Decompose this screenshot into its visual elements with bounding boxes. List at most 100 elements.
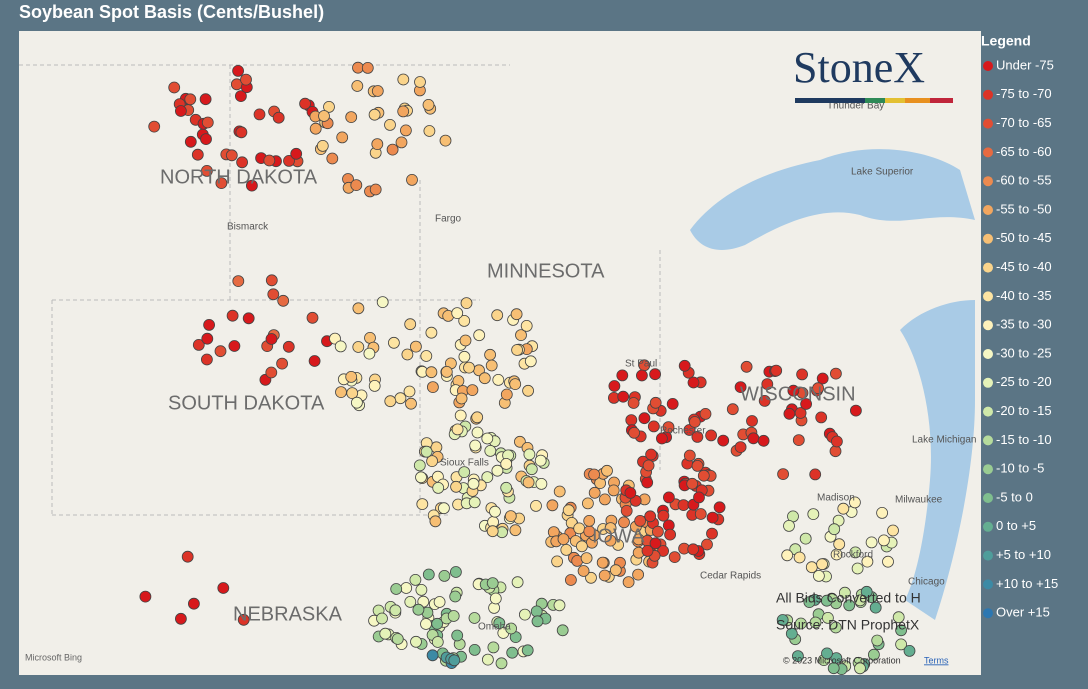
site-dot	[799, 532, 812, 545]
site-dot	[521, 644, 534, 657]
state-label: NORTH DAKOTA	[160, 166, 318, 188]
site-dot	[576, 540, 588, 553]
site-dot	[687, 543, 700, 556]
site-dot	[604, 522, 617, 534]
site-dot	[350, 179, 363, 192]
site-dot	[447, 610, 460, 622]
site-dot	[793, 551, 806, 564]
state-label: MINNESOTA	[487, 260, 605, 282]
site-dot	[492, 373, 505, 386]
site-dot	[892, 611, 905, 624]
site-dot	[191, 148, 204, 161]
site-dot	[734, 441, 747, 454]
site-dot	[486, 525, 499, 538]
site-dot	[849, 496, 861, 509]
site-dot	[232, 65, 245, 77]
site-dot	[467, 477, 480, 490]
site-dot	[699, 407, 712, 420]
site-dot	[792, 650, 804, 662]
site-dot	[410, 635, 422, 648]
site-dot	[666, 397, 679, 410]
legend-swatch	[983, 464, 993, 475]
site-dot	[803, 596, 816, 608]
site-dot	[747, 432, 760, 445]
site-dot	[843, 599, 856, 612]
site-dot	[400, 582, 413, 594]
site-dot	[200, 164, 213, 177]
legend-label: Under -75	[996, 57, 1054, 72]
site-dot	[504, 510, 517, 522]
site-dot	[691, 430, 704, 443]
legend-swatch	[983, 608, 993, 619]
legend-label: -5 to 0	[996, 489, 1033, 504]
site-dot	[758, 394, 771, 407]
site-dot	[458, 466, 471, 479]
site-dot	[624, 486, 637, 499]
legend-label: -30 to -25	[996, 345, 1052, 360]
legend: Under -75 -75 to -70 -70 to -65 -65 to -60 -…	[983, 57, 1058, 620]
site-dot	[192, 338, 205, 351]
place-label: Bismarck	[227, 222, 269, 233]
site-dot	[390, 583, 403, 595]
site-dot	[468, 496, 481, 509]
site-dot	[420, 618, 432, 630]
legend-swatch	[983, 493, 993, 503]
site-dot	[792, 434, 805, 447]
site-dot	[495, 657, 508, 670]
attribution: Microsoft Bing	[25, 652, 82, 662]
site-dot	[816, 558, 828, 571]
site-dot	[830, 367, 842, 380]
site-dot	[573, 522, 586, 535]
site-dot	[854, 594, 866, 607]
legend-swatch	[983, 176, 993, 187]
legend-swatch	[983, 291, 993, 302]
site-dot	[618, 516, 630, 529]
site-dot	[458, 350, 471, 363]
site-dot	[664, 528, 676, 541]
site-dot	[409, 574, 422, 586]
site-dot	[582, 497, 594, 510]
site-dot	[509, 378, 522, 391]
map: NORTH DAKOTA MINNESOTA SOUTH DAKOTA WISC…	[19, 31, 981, 675]
site-dot	[622, 576, 635, 588]
terms-link[interactable]: Terms	[924, 655, 949, 665]
site-dot	[148, 120, 161, 133]
site-dot	[829, 445, 842, 458]
site-dot	[761, 378, 774, 391]
site-dot	[553, 599, 566, 612]
site-dot	[876, 507, 888, 519]
site-dot	[821, 647, 833, 660]
site-dot	[426, 649, 439, 662]
site-dot	[432, 481, 445, 494]
state-label: SOUTH DAKOTA	[168, 392, 325, 414]
site-dot	[431, 636, 444, 648]
legend-label: +10 to +15	[996, 576, 1058, 591]
site-dot	[627, 397, 640, 409]
site-dot	[309, 122, 322, 135]
site-dot	[644, 510, 657, 523]
site-dot	[641, 476, 654, 489]
site-dot	[649, 396, 662, 409]
site-dot	[487, 641, 500, 654]
site-dot	[371, 85, 384, 97]
place-label: Lake Superior	[851, 167, 914, 178]
site-dot	[583, 515, 596, 527]
site-dot	[478, 372, 491, 385]
site-dot	[242, 312, 255, 325]
site-dot	[783, 520, 795, 532]
site-dot	[451, 423, 464, 436]
site-dot	[505, 622, 518, 635]
site-dot	[415, 471, 427, 484]
site-dot	[649, 368, 661, 381]
site-dot	[787, 384, 800, 397]
site-dot	[466, 384, 479, 397]
site-dot	[519, 608, 531, 621]
site-dot	[746, 415, 758, 427]
site-dot	[201, 332, 214, 345]
site-dot	[515, 329, 527, 342]
site-dot	[697, 469, 710, 482]
site-dot	[489, 592, 502, 605]
site-dot	[511, 576, 524, 589]
site-dot	[346, 387, 359, 400]
